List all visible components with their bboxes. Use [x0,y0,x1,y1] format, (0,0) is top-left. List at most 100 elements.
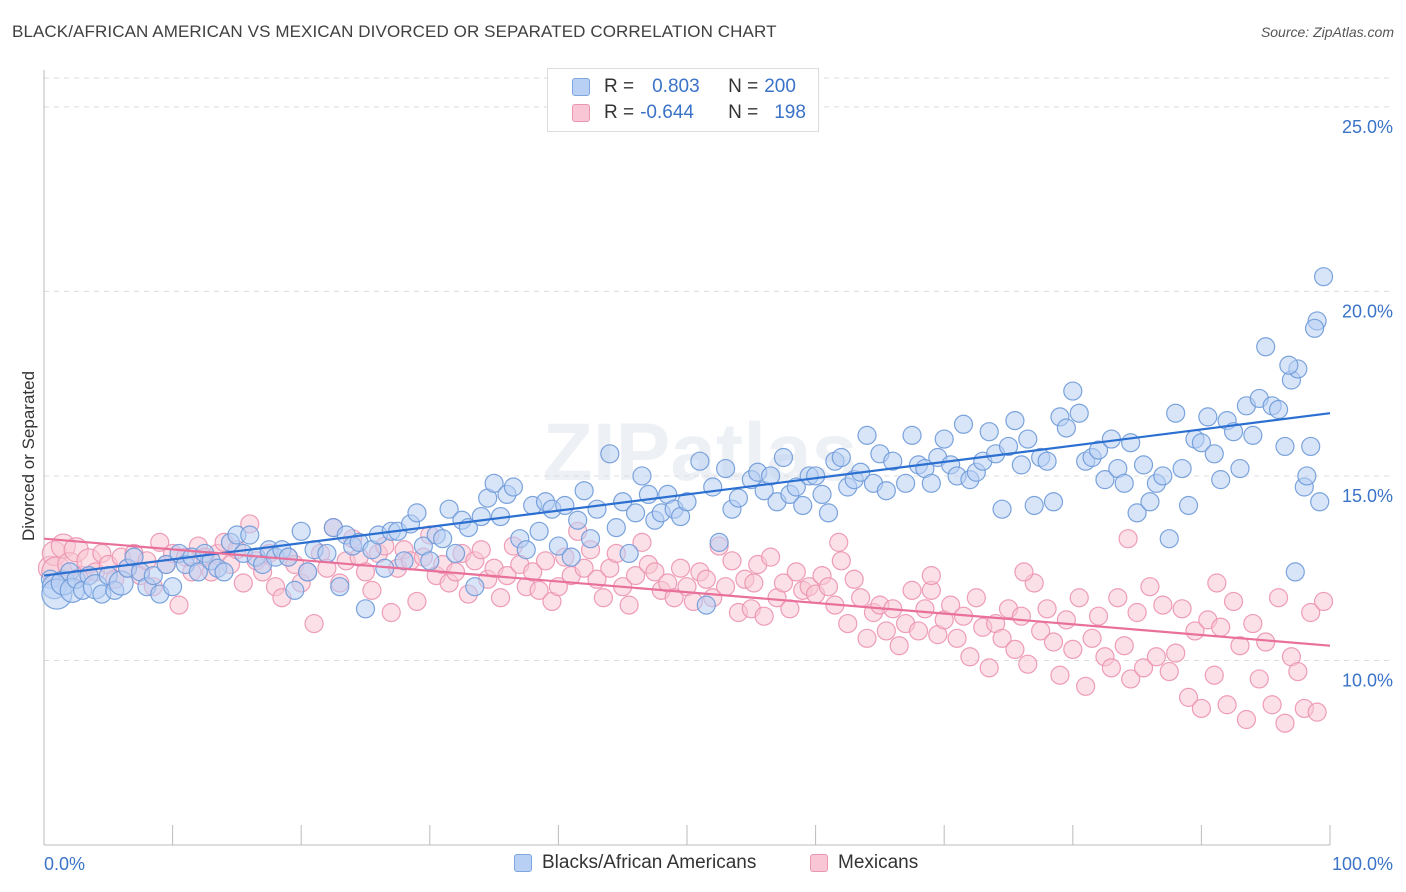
mexicans-point-106 [715,577,736,597]
n-value: 198 [774,102,806,123]
mexicans-point-183 [1211,617,1231,637]
mexicans-point-128 [857,628,877,648]
mexicans-point-182 [1204,665,1224,685]
source-label: Source: ZipAtlas.com [1260,24,1394,40]
legend-row-blacks: R = 0.803 N = 200 [572,74,796,100]
blacks-point-189 [1275,436,1295,457]
blacks-point-184 [1243,425,1263,445]
blacks-point-131 [902,425,922,445]
mexicans-point-170 [1127,602,1147,623]
blacks-point-104 [715,458,736,479]
legend-label-blacks: Blacks/African Americans [542,852,757,873]
blacks-point-25 [188,562,208,582]
mexicans-point-174 [1153,595,1173,615]
mexicans-point-124 [831,551,851,571]
mexicans-point-58 [407,591,427,612]
blacks-point-188 [1268,399,1289,420]
blacks-point-40 [285,580,305,600]
blacks-point-157 [1069,403,1089,423]
blacks-point-146 [998,436,1019,457]
blacks-point-167 [1133,455,1154,475]
blacks-point-174 [1178,495,1199,516]
mexicans-trend-line [43,537,1331,647]
blacks-point-145 [992,499,1012,519]
x-tick-label-0: 0.0% [44,854,85,874]
blacks-point-153 [1043,492,1064,512]
mexicans-point-136 [908,621,929,641]
y-tick-label-15: 15.0% [1342,486,1393,506]
mexicans-point-167 [1108,588,1128,608]
mexicans-point-202 [1207,573,1227,593]
blacks-point-115 [793,495,813,516]
mexicans-point-195 [1288,661,1308,682]
mexicans-point-203 [829,532,849,552]
mexicans-point-184 [1217,695,1237,715]
legend-row-mexicans: R = -0.644 N = 198 [572,100,806,126]
mexicans-point-159 [1056,610,1076,630]
mexicans-point-175 [1159,661,1179,682]
trend-lines [43,412,1331,647]
mexicans-point-187 [1236,709,1257,730]
mexicans-point-180 [1191,698,1212,719]
mexicans-point-199 [1313,591,1334,612]
blacks-point-129 [883,451,903,471]
mexicans-point-76 [523,562,543,582]
mexicans-point-204 [744,573,764,593]
blacks-point-44 [317,543,337,564]
blacks-point-178 [1204,444,1224,464]
mexicans-point-205 [921,565,941,586]
r-label: R = [604,102,635,123]
mexicans-point-171 [1133,658,1154,678]
mexicans-point-176 [1166,643,1186,663]
mexicans-point-193 [1275,713,1295,733]
mexicans-point-117 [786,562,806,582]
mexicans-point-169 [1121,669,1141,689]
mexicans-point-78 [535,551,556,571]
blacks-point-39 [278,547,298,567]
mexicans-point-173 [1146,647,1166,667]
blacks-point-200 [1304,318,1325,338]
blacks-point-67 [465,577,485,597]
blacks-point-136 [934,429,954,449]
blacks-point-77 [529,521,549,541]
blacks-point-68 [471,506,491,527]
legend-item-mexicans: Mexicans [810,852,918,874]
mexicans-point-133 [889,636,909,656]
mexicans-point-166 [1101,658,1121,678]
mexicans-point-161 [1069,588,1089,608]
mexicans-point-126 [844,569,864,589]
mexicans-point-177 [1172,599,1192,619]
blacks-point-172 [1166,403,1186,423]
blacks-point-125 [857,425,877,445]
blacks-point-73 [503,477,523,497]
correlation-legend: R = 0.803 N = 200 R = -0.644 N = 198 [547,68,819,132]
mexicans-point-54 [381,602,401,623]
blacks-point-106 [728,488,749,508]
n-label: N = [728,102,759,123]
mexicans-point-68 [471,540,491,560]
mexicans-point-153 [1018,654,1038,674]
legend-label-mexicans: Mexicans [838,852,919,873]
n-value: 200 [764,76,796,97]
mexicans-point-103 [696,569,716,589]
blacks-point-196 [1279,355,1299,375]
blacks-point-149 [1018,429,1038,449]
blacks-point-155 [1056,418,1076,438]
blacks-point-42 [298,562,318,582]
blacks-point-168 [1140,492,1160,512]
axes [43,70,1331,846]
blacks-point-81 [555,495,575,516]
blacks-point-176 [1191,433,1212,453]
blacks-point-87 [600,444,620,464]
blacks-point-181 [1223,422,1244,442]
mexicans-point-116 [780,599,800,619]
mexicans-point-151 [1005,639,1025,660]
blacks-point-177 [1198,407,1218,427]
blacks-point-103 [709,532,729,552]
mexicans-point-144 [960,647,980,667]
mexicans-point-142 [947,628,967,648]
blacks-point-46 [330,577,350,597]
mexicans-point-122 [818,577,839,597]
mexicans-point-31 [233,573,253,593]
blacks-point-75 [516,540,536,560]
